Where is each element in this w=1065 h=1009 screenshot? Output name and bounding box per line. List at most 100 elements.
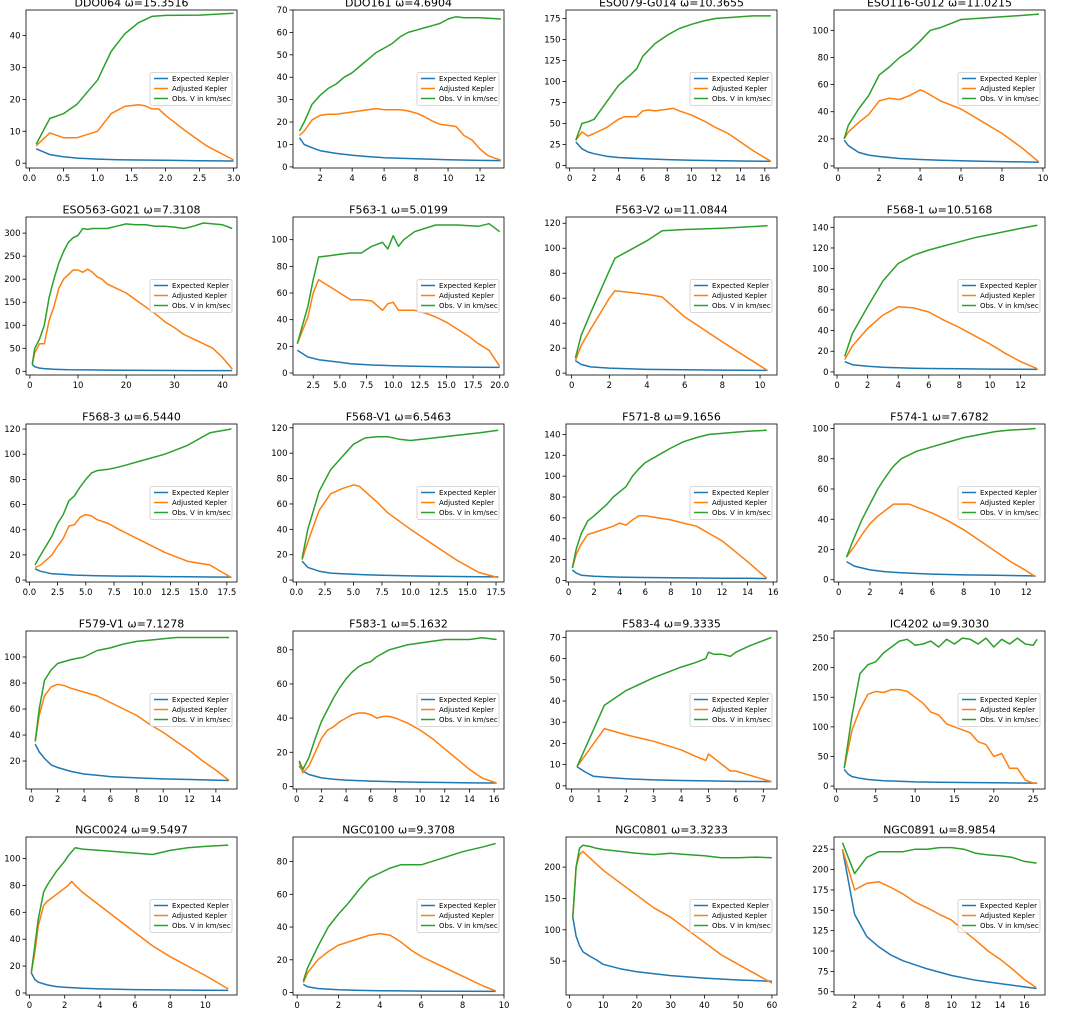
series-line-observed xyxy=(575,15,771,141)
y-tick-label: 120 xyxy=(4,425,20,435)
series-line-expected xyxy=(576,766,772,783)
legend-label: Expected Kepler xyxy=(439,489,496,497)
legend-label: Obs. V in km/sec xyxy=(980,95,1039,103)
y-tick-label: 125 xyxy=(812,927,828,937)
x-tick-label: 0 xyxy=(835,174,840,184)
legend: Expected Kepler Adjusted Kepler Obs. V in … xyxy=(149,899,233,933)
x-tick-label: 16 xyxy=(489,795,500,805)
legend: Expected Kepler Adjusted Kepler Obs. V in … xyxy=(689,72,773,106)
legend: Expected Kepler Adjusted Kepler Obs. V in … xyxy=(957,486,1041,520)
y-tick-label: 100 xyxy=(812,425,828,435)
subplot-19: NGC0801 ω=3.3233 0 10 20 30 40 50 60 50 100 150 200… xyxy=(544,824,778,1009)
y-tick-label: 100 xyxy=(812,26,828,36)
chart-title: F568-1 ω=10.5168 xyxy=(887,204,993,217)
y-tick-label: 120 xyxy=(271,424,287,434)
y-tick-label: 0 xyxy=(282,782,287,792)
legend-label: Expected Kepler xyxy=(712,696,769,704)
x-tick-label: 1 xyxy=(596,795,601,805)
legend-box xyxy=(689,279,773,313)
x-tick-label: 4 xyxy=(349,174,354,184)
subplot-6: F563-1 ω=5.0199 2.5 5.0 7.5 10.0 12.5 15.0 17.5… xyxy=(271,204,509,392)
series-line-expected xyxy=(846,560,1036,577)
x-tick-label: 7.5 xyxy=(107,588,121,598)
x-tick-label: 4 xyxy=(898,588,903,598)
subplot-14: F583-1 ω=5.1632 0 2 4 6 8 10 12 14 16 0 20 40 60 80 Exp… xyxy=(277,618,505,805)
y-tick-label: 20 xyxy=(277,551,288,561)
x-tick-label: 5 xyxy=(873,795,878,805)
x-tick-label: 2 xyxy=(865,381,870,391)
y-tick-label: 40 xyxy=(818,327,829,337)
axes-frame xyxy=(25,9,238,169)
x-tick-label: 8 xyxy=(957,381,962,391)
x-tick-label: 20 xyxy=(121,381,132,391)
y-tick-label: 60 xyxy=(277,500,288,510)
x-tick-label: 15.0 xyxy=(189,588,208,598)
legend-label: Expected Kepler xyxy=(172,696,229,704)
y-tick-label: 100 xyxy=(4,450,20,460)
x-tick-label: 16 xyxy=(768,588,779,598)
y-tick-label: 60 xyxy=(550,655,561,665)
y-tick-label: 100 xyxy=(4,653,20,663)
legend-label: Expected Kepler xyxy=(712,489,769,497)
x-tick-label: 12 xyxy=(717,588,728,598)
legend-label: Obs. V in km/sec xyxy=(172,716,231,724)
legend-box xyxy=(416,693,500,727)
legend-label: Adjusted Kepler xyxy=(172,292,227,300)
y-tick-label: 50 xyxy=(550,676,561,686)
legend: Expected Kepler Adjusted Kepler Obs. V in … xyxy=(149,693,233,727)
y-tick-label: 60 xyxy=(277,289,288,299)
y-tick-label: 0 xyxy=(15,159,20,169)
subplot-2: DDO161 ω=4.6904 2 4 6 8 10 12 0 10 20 30 40 50 60 70 Ex… xyxy=(277,0,505,184)
series-line-expected xyxy=(34,568,232,578)
series-line-expected xyxy=(296,349,500,369)
x-tick-label: 10.0 xyxy=(133,588,152,598)
y-tick-label: 200 xyxy=(812,664,828,674)
series-line-adjusted xyxy=(301,484,499,579)
legend: Expected Kepler Adjusted Kepler Obs. V in … xyxy=(689,693,773,727)
legend-box xyxy=(689,693,773,727)
x-tick-label: 14 xyxy=(742,588,753,598)
series-line-expected xyxy=(34,743,230,782)
series-line-adjusted xyxy=(571,515,768,579)
legend: Expected Kepler Adjusted Kepler Obs. V in … xyxy=(416,486,500,520)
x-tick-label: 16 xyxy=(759,174,770,184)
y-tick-label: 0 xyxy=(15,989,20,999)
legend-box xyxy=(149,693,233,727)
legend-label: Adjusted Kepler xyxy=(439,85,494,93)
x-tick-label: 5 xyxy=(706,795,711,805)
chart-title: F563-1 ω=5.0199 xyxy=(349,204,448,217)
legend: Expected Kepler Adjusted Kepler Obs. V in … xyxy=(149,72,233,106)
legend-label: Obs. V in km/sec xyxy=(439,509,498,517)
x-tick-label: 10 xyxy=(73,381,84,391)
x-tick-label: 8 xyxy=(925,1001,930,1009)
legend-box xyxy=(416,899,500,933)
legend-box xyxy=(149,486,233,520)
x-tick-label: 10 xyxy=(686,174,697,184)
x-tick-label: 10 xyxy=(598,1001,609,1009)
y-tick-label: 60 xyxy=(10,908,21,918)
y-tick-label: 40 xyxy=(818,108,829,118)
x-tick-label: 2 xyxy=(62,1001,67,1009)
series-line-observed xyxy=(34,428,232,566)
series-line-adjusted xyxy=(843,688,1038,784)
x-tick-label: 4 xyxy=(343,795,348,805)
series-line-observed xyxy=(298,637,497,771)
y-tick-label: 200 xyxy=(4,275,20,285)
legend-label: Obs. V in km/sec xyxy=(980,716,1039,724)
x-tick-label: 2 xyxy=(317,174,322,184)
x-tick-label: 8 xyxy=(668,588,673,598)
y-tick-label: 175 xyxy=(812,886,828,896)
x-tick-label: 10 xyxy=(499,1001,510,1009)
legend: Expected Kepler Adjusted Kepler Obs. V in … xyxy=(957,72,1041,106)
y-tick-label: 75 xyxy=(818,967,829,977)
legend-label: Obs. V in km/sec xyxy=(172,922,231,930)
y-tick-label: 0 xyxy=(282,989,287,999)
series-line-expected xyxy=(843,769,1038,784)
x-tick-label: 0 xyxy=(567,1001,572,1009)
legend-label: Expected Kepler xyxy=(172,75,229,83)
x-tick-label: 8 xyxy=(460,1001,465,1009)
x-tick-label: 1.0 xyxy=(91,174,105,184)
x-tick-label: 12 xyxy=(184,795,195,805)
x-tick-label: 6 xyxy=(930,588,935,598)
axes-frame xyxy=(25,216,238,376)
